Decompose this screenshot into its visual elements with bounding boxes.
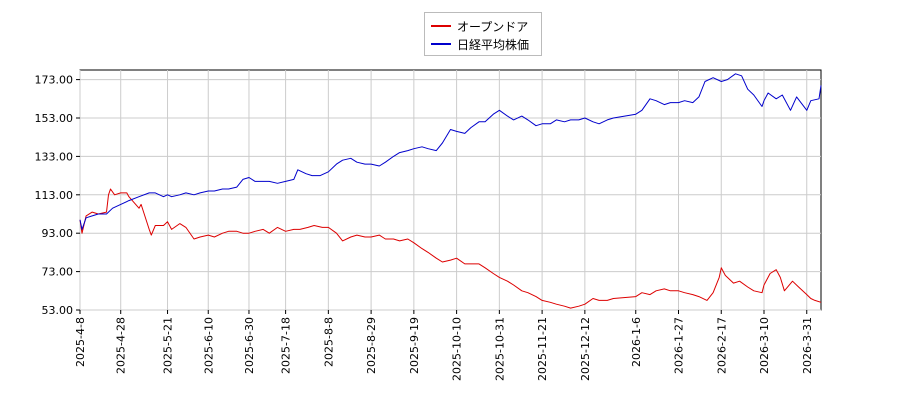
x-tick-label: 2025-10-31	[493, 317, 506, 381]
y-tick-label: 153.00	[35, 112, 74, 125]
legend-entry-nikkei: 日経平均株価	[431, 35, 529, 53]
x-tick-label: 2026-2-17	[715, 317, 728, 374]
x-tick-label: 2025-5-21	[162, 317, 175, 374]
series-line-nikkei	[79, 73, 822, 230]
y-tick-label: 133.00	[35, 150, 74, 163]
plot-area	[79, 69, 822, 311]
x-tick-label: 2025-8-29	[365, 317, 378, 374]
series-line-open-door	[79, 188, 822, 309]
x-tick-label: 2026-1-27	[673, 317, 686, 374]
x-tick-label: 2025-6-10	[202, 317, 215, 374]
legend-label-open-door: オープンドア	[457, 19, 529, 34]
legend: オープンドア 日経平均株価	[424, 12, 542, 56]
y-tick-label: 53.00	[42, 304, 74, 317]
x-axis: 2025-4-8 2025-4-28 2025-5-21 2025-6-10 2025-…	[74, 310, 814, 381]
x-tick-label: 2025-9-19	[408, 317, 421, 374]
series-lines	[79, 73, 822, 309]
legend-label-nikkei: 日経平均株価	[457, 37, 530, 52]
x-tick-label: 2025-4-28	[115, 317, 128, 374]
legend-entry-open-door: オープンドア	[431, 17, 528, 35]
legend-swatch-blue	[431, 43, 451, 45]
x-tick-label: 2025-7-18	[280, 317, 293, 374]
y-tick-label: 173.00	[35, 74, 74, 87]
x-tick-label: 2025-11-21	[536, 317, 549, 381]
x-tick-label: 2026-3-10	[758, 317, 771, 374]
y-axis: 173.00 153.00 133.00 113.00 93.00 73.00 53.00	[35, 74, 80, 317]
x-tick-label: 2025-4-8	[74, 317, 87, 367]
x-tick-label: 2025-8-8	[322, 317, 335, 367]
x-tick-label: 2026-1-6	[630, 317, 643, 367]
x-tick-label: 2025-6-30	[243, 317, 256, 374]
y-tick-label: 73.00	[42, 266, 74, 279]
x-tick-label: 2026-3-31	[801, 317, 814, 374]
legend-swatch-red	[431, 25, 451, 27]
x-tick-label: 2025-10-10	[451, 317, 464, 381]
y-tick-label: 113.00	[35, 189, 74, 202]
x-tick-label: 2025-12-12	[579, 317, 592, 381]
y-tick-label: 93.00	[42, 227, 74, 240]
